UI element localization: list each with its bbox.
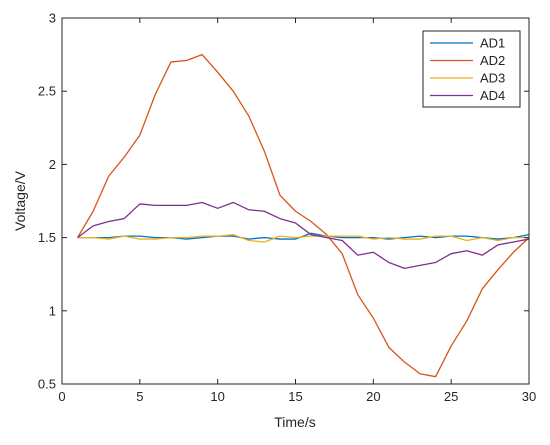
x-tick-label: 25 xyxy=(444,389,458,404)
legend-label-ad3: AD3 xyxy=(480,71,505,86)
y-tick-label: 1 xyxy=(49,303,56,318)
y-tick-label: 0.5 xyxy=(38,377,56,392)
y-tick-label: 1.5 xyxy=(38,230,56,245)
legend-label-ad1: AD1 xyxy=(480,36,505,51)
ticks-layer: 0 5 10 15 20 25 30 0.5 1 1.5 2 2.5 3 xyxy=(38,11,536,405)
y-tick-label: 2.5 xyxy=(38,84,56,99)
series-line-ad2 xyxy=(77,53,530,378)
x-tick-label: 15 xyxy=(288,389,302,404)
legend: AD1 AD2 AD3 AD4 xyxy=(422,30,521,108)
x-tick-label: 5 xyxy=(136,389,143,404)
legend-label-ad4: AD4 xyxy=(480,88,505,103)
series-layer xyxy=(77,53,530,378)
series-line-ad4 xyxy=(77,201,530,269)
y-tick-label: 3 xyxy=(49,11,56,26)
x-axis-title: Time/s xyxy=(274,414,315,430)
x-tick-label: 20 xyxy=(366,389,380,404)
series-line-ad1 xyxy=(77,232,530,240)
legend-label-ad2: AD2 xyxy=(480,53,505,68)
x-tick-label: 10 xyxy=(210,389,224,404)
y-axis-title: Voltage/V xyxy=(12,170,28,231)
series-line-ad3 xyxy=(77,234,529,243)
x-tick-label: 30 xyxy=(522,389,536,404)
y-tick-label: 2 xyxy=(49,157,56,172)
x-tick-label: 0 xyxy=(58,389,65,404)
legend-box xyxy=(422,30,521,108)
